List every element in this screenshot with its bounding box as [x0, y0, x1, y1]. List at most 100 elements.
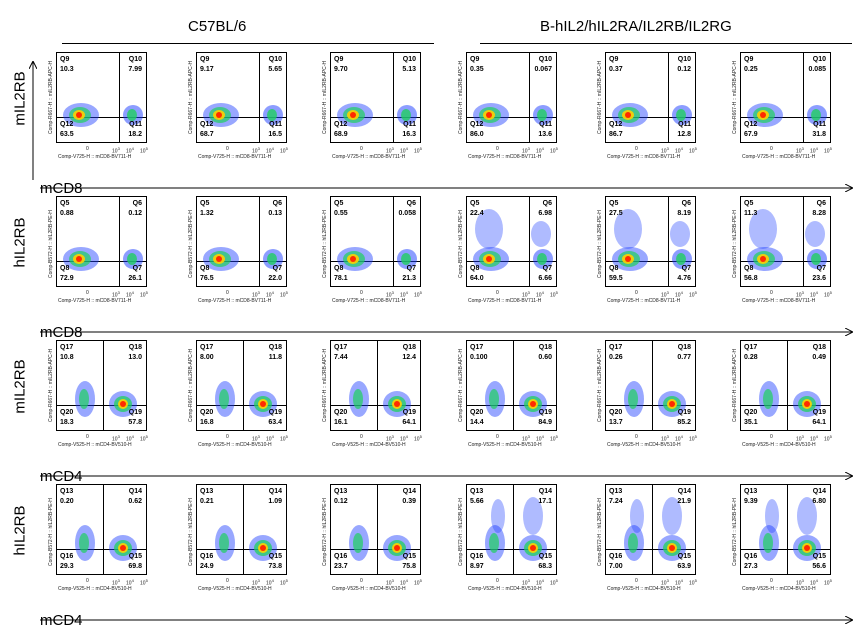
header-left-line: [62, 43, 434, 44]
quadrant-value-tr: 8.28: [812, 210, 826, 217]
x-tick-exponent: 5: [829, 290, 832, 295]
x-tick-exponent: 5: [694, 290, 697, 295]
quadrant-vline: [652, 485, 653, 574]
quadrant-value-tl: 7.24: [609, 498, 623, 505]
flow-panel: Q9 0.35 Q10 0.067 Q12 86.0 Q11 13.6: [466, 52, 557, 143]
x-tick-label: 105: [550, 578, 558, 587]
quadrant-name-tl: Q9: [334, 56, 344, 63]
quadrant-name-tr: Q14: [538, 488, 552, 495]
quadrant-name-tr: Q18: [538, 344, 552, 351]
density-blob: [127, 253, 137, 265]
quadrant-name-br: Q7: [816, 265, 826, 272]
quadrant-vline: [652, 341, 653, 430]
density-blob: [804, 401, 810, 407]
quadrant-value-tr: 7.99: [128, 66, 142, 73]
row-ylabel: mIL2RB: [11, 359, 29, 414]
y-axis-label: Comp-B572-H :: hIL2RB-PE-H: [188, 210, 194, 278]
quadrant-hline: [197, 405, 286, 406]
x-tick-label: 104: [266, 290, 274, 299]
y-axis-label: Comp-R667-H :: mIL2RB-APC-H: [48, 348, 54, 422]
x-tick-label: 103: [386, 434, 394, 443]
quadrant-value-br: 22.0: [268, 275, 282, 282]
x-tick-exponent: 3: [257, 434, 260, 439]
quadrant-name-bl: Q12: [200, 121, 214, 128]
quadrant-value-tr: 0.085: [808, 66, 826, 73]
x-tick-exponent: 5: [555, 290, 558, 295]
x-tick-label: 103: [796, 290, 804, 299]
x-tick-exponent: 5: [694, 578, 697, 583]
quadrant-value-bl: 86.0: [470, 131, 484, 138]
quadrant-value-tl: 0.12: [334, 498, 348, 505]
x-tick-label: 105: [689, 290, 697, 299]
density-blob: [676, 253, 686, 265]
x-tick-label: 104: [400, 578, 408, 587]
quadrant-name-bl: Q20: [470, 409, 484, 416]
x-tick-label: 104: [810, 578, 818, 587]
quadrant-name-tl: Q5: [744, 200, 754, 207]
quadrant-hline: [741, 405, 830, 406]
quadrant-vline: [803, 197, 804, 286]
quadrant-name-tr: Q18: [812, 344, 826, 351]
quadrant-vline: [393, 53, 394, 142]
x-tick-exponent: 4: [271, 290, 274, 295]
quadrant-name-bl: Q8: [744, 265, 754, 272]
quadrant-value-tl: 0.20: [60, 498, 74, 505]
x-axis-label: Comp-V525-H :: mCD4-BV510-H: [742, 442, 816, 448]
x-tick-exponent: 4: [541, 578, 544, 583]
quadrant-value-bl: 18.3: [60, 419, 74, 426]
quadrant-name-tl: Q13: [60, 488, 74, 495]
quadrant-value-br: 23.6: [812, 275, 826, 282]
density-blob: [630, 499, 644, 533]
quadrant-value-br: 16.5: [268, 131, 282, 138]
x-tick-exponent: 4: [680, 290, 683, 295]
quadrant-value-br: 21.3: [402, 275, 416, 282]
quadrant-hline: [606, 405, 695, 406]
density-blob: [267, 253, 277, 265]
x-tick-label: 0: [770, 434, 773, 440]
flow-panel: Q13 0.12 Q14 0.39 Q16 23.7 Q15 75.8: [330, 484, 421, 575]
x-axis-label: Comp-V525-H :: mCD4-BV510-H: [58, 586, 132, 592]
quadrant-name-br: Q7: [272, 265, 282, 272]
quadrant-vline: [529, 53, 530, 142]
x-tick-label: 103: [386, 146, 394, 155]
x-tick-label: 103: [112, 434, 120, 443]
quadrant-name-tl: Q5: [334, 200, 344, 207]
x-tick-label: 105: [280, 290, 288, 299]
quadrant-hline: [606, 261, 695, 262]
x-tick-exponent: 5: [285, 290, 288, 295]
x-tick-label: 0: [360, 146, 363, 152]
density-blob: [763, 389, 773, 409]
x-tick-label: 0: [226, 434, 229, 440]
density-blob: [79, 533, 89, 553]
density-blob: [394, 545, 400, 551]
x-tick-label: 104: [536, 290, 544, 299]
x-tick-label: 105: [414, 578, 422, 587]
x-tick-exponent: 3: [257, 290, 260, 295]
x-axis-label: Comp-V525-H :: mCD4-BV510-H: [198, 442, 272, 448]
x-tick-label: 105: [689, 578, 697, 587]
flow-panel: Q9 0.37 Q10 0.12 Q12 86.7 Q11 12.8: [605, 52, 696, 143]
quadrant-name-tl: Q17: [200, 344, 214, 351]
quadrant-value-bl: 64.0: [470, 275, 484, 282]
y-axis-label: Comp-R667-H :: mIL2RB-APC-H: [597, 348, 603, 422]
x-tick-label: 105: [414, 290, 422, 299]
quadrant-value-tl: 10.3: [60, 66, 74, 73]
density-blob: [394, 401, 400, 407]
quadrant-value-bl: 59.5: [609, 275, 623, 282]
density-blob: [760, 256, 766, 262]
quadrant-name-bl: Q16: [60, 553, 74, 560]
x-tick-exponent: 5: [694, 434, 697, 439]
row-xlabel: mCD8: [40, 324, 83, 341]
quadrant-value-bl: 56.8: [744, 275, 758, 282]
quadrant-value-br: 12.8: [677, 131, 691, 138]
x-tick-exponent: 5: [145, 146, 148, 151]
quadrant-value-bl: 67.9: [744, 131, 758, 138]
density-blob: [530, 545, 536, 551]
density-blob: [260, 401, 266, 407]
quadrant-vline: [259, 53, 260, 142]
x-tick-exponent: 3: [666, 434, 669, 439]
y-axis-label: Comp-R667-H :: mIL2RB-APC-H: [188, 348, 194, 422]
quadrant-vline: [119, 53, 120, 142]
quadrant-value-tl: 9.39: [744, 498, 758, 505]
quadrant-name-tr: Q10: [402, 56, 416, 63]
